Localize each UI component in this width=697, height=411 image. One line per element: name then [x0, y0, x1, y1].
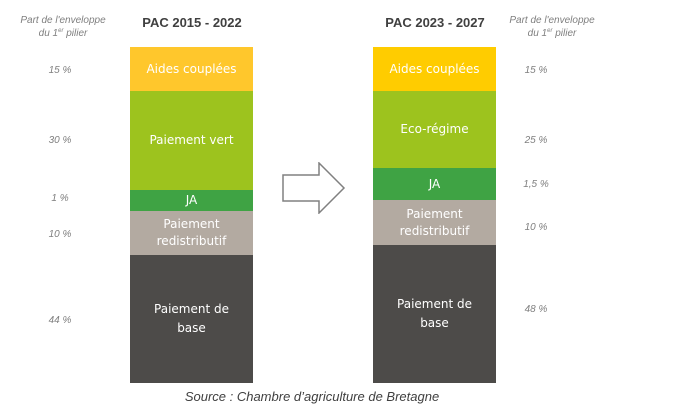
right-segment-aides-couplees: Aides couplées [373, 47, 496, 91]
segment-label-line2: redistributif [156, 234, 227, 248]
right-title: PAC 2023 - 2027 [385, 15, 485, 30]
segment-label-line2: base [177, 321, 206, 335]
right-segment-ja: JA [373, 168, 496, 200]
note-suffix: pilier [552, 28, 577, 39]
left-header-note: Part de l'enveloppe du 1er pilier [8, 14, 118, 40]
right-pct-aides: 15 % [524, 65, 548, 76]
segment-label-line1: Paiement [406, 206, 463, 221]
source-caption: Source : Chambre d’agriculture de Bretag… [184, 389, 440, 404]
left-title: PAC 2015 - 2022 [142, 15, 242, 30]
segment-label: JA [185, 193, 198, 207]
right-pct-redist: 10 % [524, 222, 548, 233]
right-arrow-icon [282, 162, 346, 214]
segment-label: Aides couplées [146, 61, 237, 76]
left-segment-ja: JA [130, 190, 253, 211]
right-segment-redistributif: Paiement redistributif [373, 200, 496, 245]
note-sup: er [58, 28, 64, 34]
left-stacked-bar: Aides couplées Paiement vert JA Paiement… [130, 47, 253, 383]
segment-label-line2: redistributif [399, 223, 470, 238]
note-prefix: du 1 [38, 28, 59, 39]
segment-label: Paiement vert [149, 133, 234, 147]
left-segment-redistributif: Paiement redistributif [130, 211, 253, 255]
note-sup: er [547, 28, 553, 34]
left-segment-base: Paiement de base [130, 255, 253, 383]
segment-label-line1: Paiement de [397, 297, 472, 311]
left-pct-ja: 1 % [51, 193, 69, 204]
segment-label: JA [428, 176, 441, 191]
segment-label: Eco-régime [400, 122, 469, 136]
left-segment-paiement-vert: Paiement vert [130, 91, 253, 190]
left-pct-base: 44 % [48, 315, 72, 326]
segment-label: Aides couplées [389, 61, 480, 76]
segment-label-line1: Paiement de [154, 302, 229, 316]
left-pct-vert: 30 % [48, 135, 72, 146]
right-pct-ja: 1,5 % [523, 179, 549, 190]
segment-label-line1: Paiement [163, 217, 220, 231]
note-suffix: pilier [63, 28, 88, 39]
right-pct-base: 48 % [524, 304, 548, 315]
right-pct-eco: 25 % [524, 135, 548, 146]
segment-label-line2: base [420, 316, 449, 330]
header-note-line1: Part de l'enveloppe [20, 15, 106, 26]
header-note-line1: Part de l'enveloppe [509, 15, 595, 26]
header-note-line2: du 1er pilier [497, 27, 607, 40]
right-header-note: Part de l'enveloppe du 1er pilier [497, 14, 607, 40]
right-stacked-bar: Aides couplées Eco-régime JA Paiement re… [373, 47, 496, 383]
right-segment-eco-regime: Eco-régime [373, 91, 496, 168]
note-prefix: du 1 [527, 28, 548, 39]
left-pct-aides: 15 % [48, 65, 72, 76]
left-pct-redist: 10 % [48, 229, 72, 240]
left-segment-aides-couplees: Aides couplées [130, 47, 253, 91]
header-note-line2: du 1er pilier [8, 27, 118, 40]
right-segment-base: Paiement de base [373, 245, 496, 383]
